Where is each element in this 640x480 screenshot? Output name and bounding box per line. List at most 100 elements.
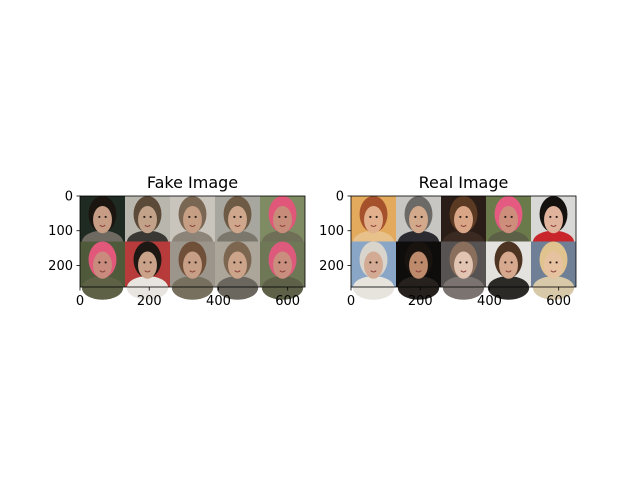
mouth <box>370 224 377 227</box>
mouth <box>99 224 106 227</box>
face <box>183 206 202 234</box>
mouth <box>550 224 557 227</box>
face-thumbnail <box>351 241 396 300</box>
mouth <box>279 224 286 227</box>
eye <box>375 261 378 264</box>
eye <box>504 215 507 219</box>
eye <box>149 261 152 264</box>
mouth <box>144 270 151 273</box>
face <box>409 206 428 234</box>
eye <box>143 261 146 264</box>
x-tick-label: 600 <box>546 294 571 309</box>
mouth <box>279 270 286 273</box>
mouth <box>99 270 106 273</box>
eye <box>104 261 107 264</box>
shoulders <box>126 276 169 300</box>
mouth <box>415 224 422 227</box>
y-tick-label: 100 <box>48 224 73 239</box>
eye <box>239 215 242 219</box>
mouth <box>144 224 151 227</box>
eye <box>420 215 423 219</box>
shoulders <box>171 276 214 300</box>
y-axis: 0 100 200 <box>48 190 80 274</box>
eye <box>278 261 281 264</box>
x-tick-label: 600 <box>275 294 300 309</box>
face <box>183 251 202 279</box>
y-tick-label: 0 <box>336 190 344 205</box>
mouth <box>234 270 241 273</box>
y-axis: 0 100 200 <box>319 190 351 274</box>
face <box>273 251 292 279</box>
face-thumbnail <box>260 241 305 300</box>
shoulders <box>261 276 304 300</box>
face <box>454 251 473 279</box>
eye <box>233 261 236 264</box>
face <box>364 251 383 279</box>
real-image-title: Real Image <box>419 173 509 192</box>
eye <box>194 215 197 219</box>
x-tick-label: 400 <box>206 294 231 309</box>
shoulders <box>532 276 575 300</box>
eye <box>278 215 281 219</box>
eye <box>188 215 191 219</box>
x-tick-label: 0 <box>347 294 355 309</box>
eye <box>549 261 552 264</box>
face <box>93 206 112 234</box>
eye <box>98 261 101 264</box>
x-tick-label: 200 <box>408 294 433 309</box>
eye <box>104 215 107 219</box>
eye <box>555 215 558 219</box>
eye <box>459 261 462 264</box>
eye <box>284 261 287 264</box>
eye <box>98 215 101 219</box>
mouth <box>550 270 557 273</box>
mouth <box>189 224 196 227</box>
eye <box>465 215 468 219</box>
face <box>454 206 473 234</box>
eye <box>414 261 417 264</box>
eye <box>420 261 423 264</box>
face <box>138 251 157 279</box>
eye <box>549 215 552 219</box>
face <box>364 206 383 234</box>
eye <box>369 261 372 264</box>
eye <box>233 215 236 219</box>
eye <box>369 215 372 219</box>
y-tick-label: 100 <box>319 224 344 239</box>
face-thumbnail <box>215 241 260 300</box>
eye <box>188 261 191 264</box>
shoulders <box>352 276 395 300</box>
fake-image-panel: Fake Image 0 200 400 600 0 100 200 <box>48 173 306 309</box>
face-thumbnail <box>441 241 486 300</box>
x-tick-label: 400 <box>477 294 502 309</box>
x-tick-label: 200 <box>137 294 162 309</box>
face-thumbnail <box>531 241 576 300</box>
real-image-panel: Real Image 0 200 400 600 0 100 200 <box>319 173 577 309</box>
y-tick-label: 200 <box>319 259 344 274</box>
eye <box>555 261 558 264</box>
face <box>409 251 428 279</box>
shoulders <box>81 276 124 300</box>
mouth <box>189 270 196 273</box>
face <box>544 206 563 234</box>
mouth <box>505 224 512 227</box>
fake-image-title: Fake Image <box>147 173 238 192</box>
mouth <box>460 224 467 227</box>
face <box>228 251 247 279</box>
shoulders <box>487 276 530 300</box>
face-thumbnail <box>441 196 486 255</box>
face <box>93 251 112 279</box>
shoulders <box>442 276 485 300</box>
eye <box>504 261 507 264</box>
mouth <box>234 224 241 227</box>
mouth <box>460 270 467 273</box>
eye <box>284 215 287 219</box>
eye <box>414 215 417 219</box>
axes-frame <box>79 195 306 288</box>
eye <box>510 215 513 219</box>
face-thumbnail <box>396 241 441 300</box>
shoulders <box>397 276 440 300</box>
eye <box>375 215 378 219</box>
eye <box>239 261 242 264</box>
